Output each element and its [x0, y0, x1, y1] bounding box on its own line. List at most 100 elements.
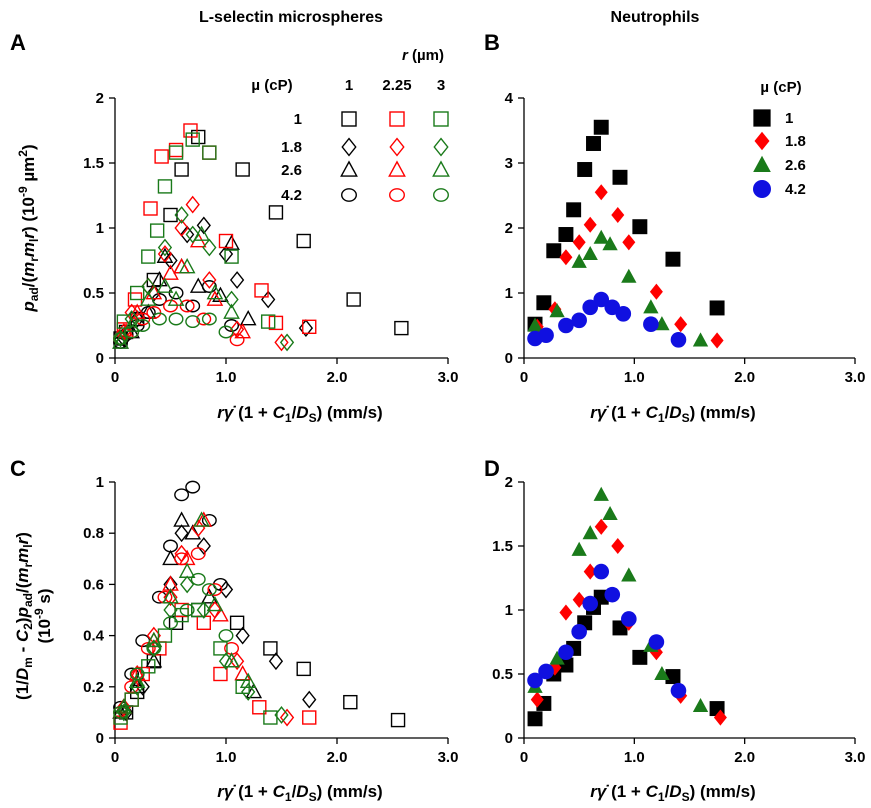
panel-b-data-point — [593, 291, 610, 308]
panel-c-data-point — [135, 677, 150, 696]
panel-c-data-point — [163, 575, 178, 594]
panel-c-plot: 0 1.0 2.0 3.0 0 0.2 0.4 0.6 0.8 1 — [83, 474, 458, 766]
panel-c-data-point — [296, 661, 311, 677]
panel-a-x-tick-label: 0 — [111, 369, 119, 386]
legend-b-square-marker — [753, 109, 771, 127]
legend-a-circle-marker — [389, 188, 405, 202]
svg-text:rγ̇ (1 + C1/DS) (mm/s): rγ̇ (1 + C1/DS) (mm/s) — [590, 782, 755, 804]
panel-a-y-tick-label: 2 — [96, 90, 104, 107]
panel-a-series-green-circle — [113, 312, 234, 345]
panel-c-data-point — [213, 666, 228, 682]
panel-a-data-point — [167, 290, 185, 306]
panel-d-xlabel: rγ̇ (1 + C1/DS) (mm/s) — [590, 782, 755, 804]
panel-b-data-point — [632, 219, 648, 235]
panel-c-data-point — [218, 629, 234, 643]
panel-a-data-point — [346, 292, 361, 307]
panel-a-data-point — [174, 206, 189, 224]
panel-a-x-tick-label: 2.0 — [327, 369, 348, 386]
legend-b-markers — [753, 109, 771, 198]
panel-d-data-point — [571, 541, 587, 556]
panel-b-x-tick-label: 2.0 — [734, 369, 755, 386]
panel-b-x-tick-label: 0 — [520, 369, 528, 386]
panel-b-y-tick-label: 0 — [505, 350, 513, 367]
legend-b-mu-4: 4.2 — [785, 181, 806, 198]
panel-d-data-point — [621, 567, 637, 582]
panel-a-data-point — [154, 149, 169, 164]
panel-d-x-tick-label: 0 — [520, 749, 528, 766]
panel-c-y-tick-label: 0.2 — [83, 679, 104, 696]
legend-a-square-marker — [341, 111, 357, 127]
panel-b-x-tick-label: 1.0 — [624, 369, 645, 386]
panel-b-data-point — [566, 202, 582, 218]
panel-c-data-point — [180, 575, 195, 594]
panel-a-data-point — [279, 333, 295, 352]
panel-d-data-point — [604, 586, 621, 603]
panel-b-x-tick-label: 3.0 — [845, 369, 866, 386]
legend-b-circle-marker — [753, 180, 771, 198]
panel-a-y-tick-label: 1.5 — [83, 155, 104, 172]
panel-a-data-point — [302, 319, 317, 334]
panel-c-data-point — [223, 652, 240, 668]
panel-d-data-point — [582, 595, 598, 612]
panel-c-data-point — [245, 682, 263, 699]
panel-a-data-point — [224, 249, 239, 264]
panel-a-data-point — [223, 234, 240, 250]
panel-b-data-point — [571, 312, 587, 329]
panel-c-data-point — [185, 480, 201, 494]
panel-b-data-point — [586, 136, 601, 151]
panel-b-series-black-square — [527, 119, 725, 332]
panel-b-data-point — [643, 299, 659, 314]
panel-c-series-black-diamond — [118, 524, 317, 722]
panel-c-data-point — [191, 602, 206, 618]
panel-c-data-point — [128, 672, 146, 689]
panel-c-series-green-circle — [113, 572, 234, 719]
legend-a-circle-marker — [341, 188, 357, 202]
panel-a-data-point — [168, 312, 184, 326]
panel-c-x-tick-label: 0 — [111, 749, 119, 766]
legend-b: µ (cP) 1 1.8 2.6 4.2 — [753, 79, 806, 198]
panel-a-y-tick-label: 1 — [96, 220, 104, 237]
svg-text:(10-9 s): (10-9 s) — [32, 588, 54, 643]
panel-a-data-point — [223, 303, 240, 319]
legend-a-mu-2: 1.8 — [281, 139, 302, 156]
legend-a-r-3: 3 — [437, 77, 445, 94]
panel-a-data-point — [168, 286, 184, 300]
legend-a-diamond-marker — [341, 137, 357, 157]
legend-a-r-1: 1 — [345, 77, 353, 94]
panel-b-data-point — [583, 216, 597, 233]
panel-d-data-point — [665, 669, 681, 685]
panel-a-data-point — [202, 271, 217, 289]
panel-c-y-tick-label: 0.8 — [83, 525, 104, 542]
legend-a-mu-title: µ (cP) — [251, 77, 292, 94]
panel-letter-a: A — [10, 30, 26, 55]
panel-c-y-tick-label: 0 — [96, 730, 104, 747]
panel-b-data-point — [674, 316, 688, 333]
panel-a-data-point — [157, 238, 173, 257]
panel-b-data-point — [710, 332, 724, 349]
panel-b-data-point — [709, 300, 725, 316]
panel-d-y-tick-label: 1.5 — [492, 538, 513, 555]
panel-a-data-point — [141, 277, 156, 296]
panel-a-data-point — [113, 332, 129, 345]
panel-c-data-point — [135, 666, 150, 682]
panel-b-data-point — [643, 316, 659, 333]
panel-a-data-point — [185, 132, 200, 147]
panel-a-data-point — [149, 223, 165, 238]
legend-b-triangle-marker — [753, 155, 771, 172]
panel-c-data-point — [129, 667, 145, 681]
legend-b-mu-2: 1.8 — [785, 133, 806, 150]
panel-b-y-tick-label: 2 — [505, 220, 513, 237]
panel-a-data-point — [193, 225, 210, 241]
legend-a-diamond-marker — [389, 137, 405, 157]
panel-c-data-point — [196, 537, 211, 555]
panel-a-data-point — [196, 216, 211, 235]
panel-d-series-red-diamond — [530, 518, 727, 726]
panel-a-data-point — [202, 145, 217, 160]
panel-c-data-point — [390, 712, 406, 728]
panel-a-data-point — [135, 312, 151, 326]
panel-c-data-point — [218, 580, 234, 599]
panel-c-data-point — [173, 511, 190, 527]
panel-letter-c: C — [10, 456, 26, 481]
panel-c-data-point — [174, 524, 189, 543]
